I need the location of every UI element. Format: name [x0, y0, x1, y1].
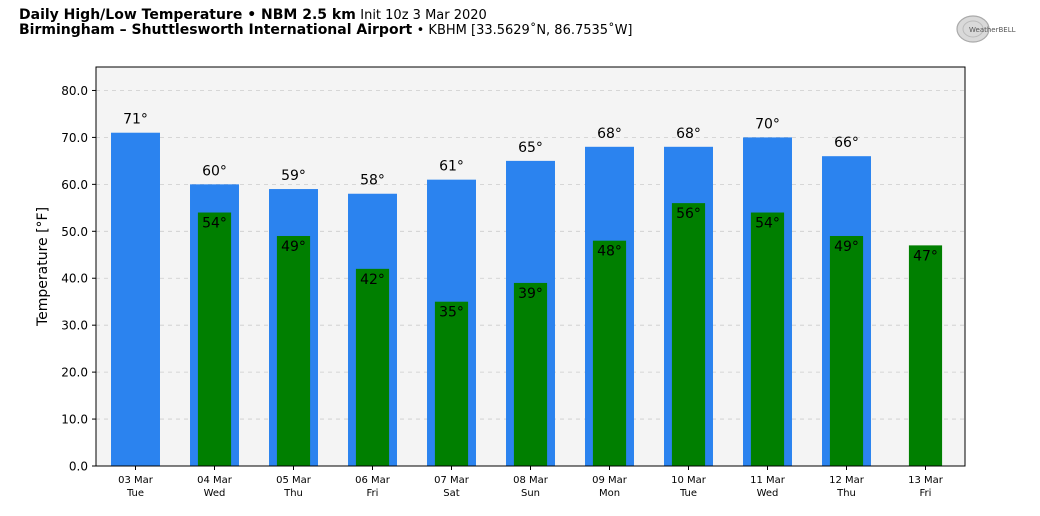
low-temp-label: 54°: [202, 216, 227, 232]
y-tick-label: 80.0: [61, 84, 88, 98]
y-axis: 0.0 10.0 20.0 30.0 40.0 50.0 60.0 70.0 80.0: [61, 84, 96, 474]
x-tick-label-day: Thu: [283, 488, 303, 499]
high-temp-label: 58°: [360, 173, 385, 189]
y-tick-label: 40.0: [61, 272, 88, 286]
bars: [111, 132, 943, 467]
high-temp-label: 65°: [518, 140, 543, 156]
high-temp-label: 59°: [281, 168, 306, 184]
y-tick-label: 60.0: [61, 178, 88, 192]
high-temp-label: 68°: [676, 126, 701, 142]
low-temp-bar: [197, 212, 232, 466]
low-temp-label: 47°: [913, 248, 938, 264]
x-tick-label-date: 04 Mar: [197, 475, 233, 486]
x-tick-label-date: 07 Mar: [434, 475, 470, 486]
low-temp-label: 42°: [360, 272, 385, 288]
low-temp-bar: [513, 282, 548, 466]
x-tick-label-day: Mon: [599, 488, 620, 499]
high-temp-bar: [111, 132, 160, 466]
x-tick-label-date: 06 Mar: [355, 475, 391, 486]
y-tick-label: 50.0: [61, 225, 88, 239]
x-tick-label-day: Wed: [757, 488, 779, 499]
y-tick-label: 0.0: [69, 460, 88, 474]
low-temp-label: 54°: [755, 216, 780, 232]
chart-title: Daily High/Low Temperature • NBM 2.5 km: [19, 7, 356, 23]
x-tick-label-date: 10 Mar: [671, 475, 707, 486]
station-coordinates: • KBHM [33.5629˚N, 86.7535˚W]: [416, 23, 633, 38]
y-tick-label: 70.0: [61, 131, 88, 145]
x-tick-label-date: 08 Mar: [513, 475, 549, 486]
x-tick-label-day: Tue: [679, 488, 697, 499]
x-tick-label-day: Sun: [521, 488, 540, 499]
high-temp-label: 60°: [202, 163, 227, 179]
low-temp-label: 48°: [597, 244, 622, 260]
station-name: Birmingham – Shuttlesworth International…: [19, 22, 413, 38]
low-temp-bar: [908, 245, 943, 466]
low-temp-bar: [671, 203, 706, 467]
high-temp-label: 71°: [123, 112, 148, 128]
high-temp-label: 70°: [755, 116, 780, 132]
chart-header: Daily High/Low Temperature • NBM 2.5 km …: [19, 7, 633, 39]
y-tick-label: 30.0: [61, 319, 88, 333]
x-tick-label-day: Tue: [126, 488, 144, 499]
low-temp-label: 56°: [676, 206, 701, 222]
x-axis: 03 Mar Tue 04 Mar Wed 05 Mar Thu 06 Mar Fri 07 M…: [118, 466, 944, 499]
x-tick-label-date: 11 Mar: [750, 475, 786, 486]
logo-text: WeatherBELL: [969, 26, 1016, 34]
x-tick-label-day: Fri: [920, 488, 932, 499]
x-tick-label-day: Wed: [204, 488, 226, 499]
low-temp-label: 35°: [439, 305, 464, 321]
x-tick-label-date: 13 Mar: [908, 475, 944, 486]
low-temp-bar: [592, 240, 627, 466]
high-temp-label: 61°: [439, 159, 464, 175]
title-line-1: Daily High/Low Temperature • NBM 2.5 km …: [19, 7, 633, 24]
x-tick-label-day: Fri: [367, 488, 379, 499]
x-tick-label-date: 09 Mar: [592, 475, 628, 486]
low-temp-label: 49°: [281, 239, 306, 255]
low-temp-bar: [276, 235, 311, 466]
title-line-2: Birmingham – Shuttlesworth International…: [19, 22, 633, 39]
x-tick-label-date: 12 Mar: [829, 475, 865, 486]
x-tick-label-day: Thu: [836, 488, 856, 499]
high-temp-label: 66°: [834, 135, 859, 151]
low-temp-bar: [434, 301, 469, 466]
x-tick-label-day: Sat: [443, 488, 459, 499]
bar-value-labels: 71° 60° 54° 59° 49° 58° 42° 61° 35° 65° 39° 68° 48° 6…: [123, 112, 938, 321]
y-axis-label: Temperature [°F]: [35, 207, 51, 327]
weatherbell-logo: WeatherBELL: [956, 15, 1016, 43]
x-tick-label-date: 03 Mar: [118, 475, 154, 486]
low-temp-label: 49°: [834, 239, 859, 255]
y-tick-label: 10.0: [61, 413, 88, 427]
low-temp-bar: [750, 212, 785, 466]
low-temp-label: 39°: [518, 286, 543, 302]
y-tick-label: 20.0: [61, 366, 88, 380]
low-temp-bar: [355, 268, 390, 466]
init-time: Init 10z 3 Mar 2020: [360, 8, 487, 23]
high-temp-label: 68°: [597, 126, 622, 142]
low-temp-bar: [829, 235, 864, 466]
x-tick-label-date: 05 Mar: [276, 475, 312, 486]
